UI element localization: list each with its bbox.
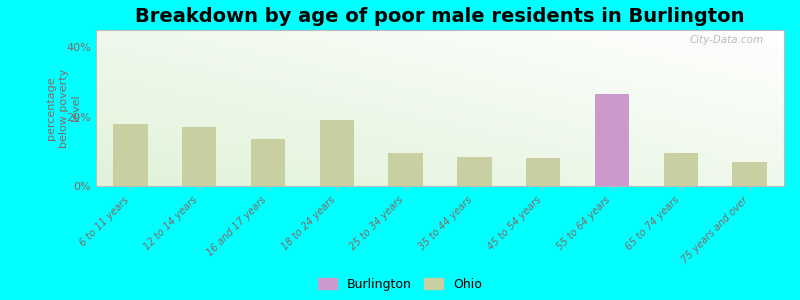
Bar xyxy=(663,153,698,186)
Bar xyxy=(320,120,354,186)
Title: Breakdown by age of poor male residents in Burlington: Breakdown by age of poor male residents … xyxy=(135,7,745,26)
Y-axis label: percentage
below poverty
level: percentage below poverty level xyxy=(46,68,81,148)
Bar xyxy=(182,127,216,186)
Legend: Burlington, Ohio: Burlington, Ohio xyxy=(318,278,482,291)
Text: City-Data.com: City-Data.com xyxy=(690,35,763,45)
Bar xyxy=(733,162,766,186)
Bar xyxy=(526,158,560,186)
Bar xyxy=(251,139,285,186)
Bar xyxy=(458,157,491,186)
Bar xyxy=(389,153,422,186)
Bar xyxy=(594,94,629,186)
Bar xyxy=(114,124,147,186)
